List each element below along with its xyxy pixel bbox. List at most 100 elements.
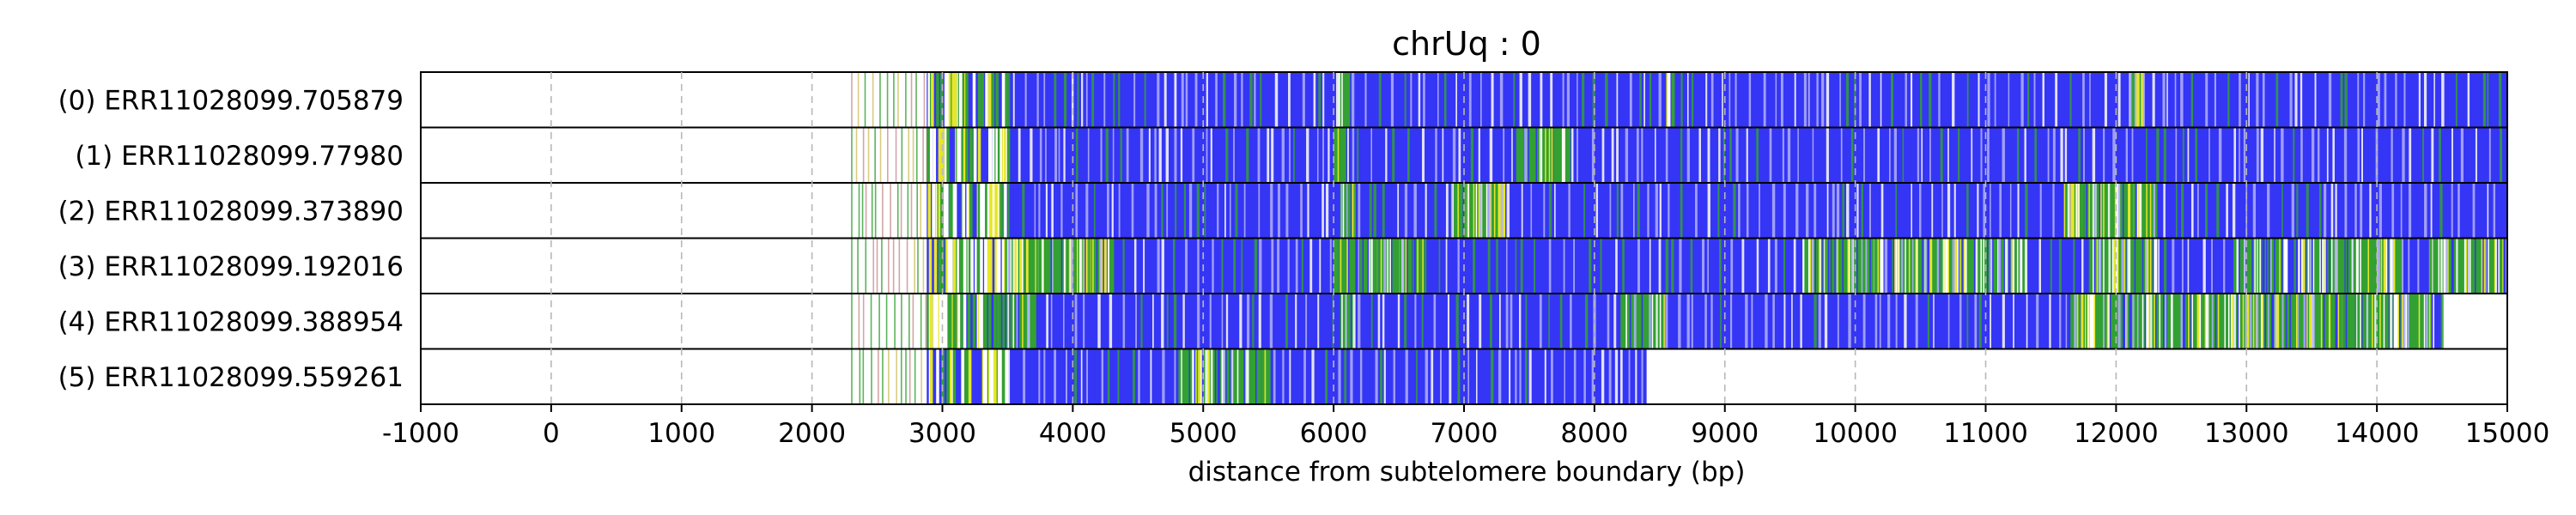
x-tick-label: 9000: [1691, 418, 1759, 449]
read-row-4: (4) ERR11028099.388954: [58, 293, 2508, 350]
body-stripe: [1615, 238, 1618, 294]
body-stripe: [2377, 72, 2380, 128]
body-stripe: [1911, 183, 1912, 239]
body-stripe: [1686, 72, 1689, 128]
body-stripe: [1316, 127, 1319, 183]
transition-stripe: [938, 238, 942, 294]
body-stripe: [1118, 72, 1121, 128]
body-stripe: [1377, 294, 1381, 349]
body-stripe: [1080, 348, 1083, 404]
body-stripe: [1206, 72, 1208, 128]
leading-stripe: [871, 348, 872, 404]
body-stripe: [2458, 183, 2460, 239]
body-stripe: [2090, 294, 2093, 349]
body-stripe: [2218, 127, 2222, 183]
body-stripe: [1246, 127, 1249, 183]
body-stripe: [1735, 72, 1737, 128]
body-stripe: [2401, 238, 2404, 294]
leading-stripe: [908, 127, 910, 183]
body-stripe: [2403, 72, 2406, 128]
transition-stripe: [927, 127, 930, 183]
body-stripe: [1498, 294, 1501, 349]
transition-stripe: [962, 348, 966, 404]
body-stripe: [1573, 348, 1577, 404]
leading-stripe: [858, 294, 860, 349]
leading-stripe: [865, 238, 867, 294]
body-stripe: [2407, 294, 2409, 349]
body-stripe: [1007, 72, 1011, 128]
body-stripe: [1500, 183, 1504, 239]
body-stripe: [1614, 348, 1619, 404]
transition-stripe: [963, 294, 967, 349]
leading-stripe: [923, 72, 926, 128]
body-stripe: [1340, 183, 1343, 239]
body-stripe: [1539, 294, 1542, 349]
leading-stripe: [914, 348, 916, 404]
body-stripe: [1120, 127, 1122, 183]
body-stripe: [1978, 294, 1982, 349]
body-stripe: [1150, 348, 1152, 404]
body-stripe: [2395, 72, 2397, 128]
body-stripe: [1385, 127, 1388, 183]
body-stripe: [1746, 183, 1749, 239]
transition-stripe: [948, 294, 952, 349]
body-stripe: [1746, 127, 1748, 183]
body-stripe: [1233, 127, 1235, 183]
body-stripe: [1260, 72, 1262, 128]
body-stripe: [1083, 294, 1085, 349]
transition-stripe: [933, 183, 937, 239]
body-stripe: [1051, 183, 1054, 239]
chart-title: chrUq : 0: [1392, 25, 1541, 63]
leading-stripe: [900, 348, 902, 404]
body-stripe: [1270, 183, 1273, 239]
body-stripe: [1958, 127, 1960, 183]
body-stripe: [2318, 183, 2322, 239]
body-stripe: [1024, 72, 1027, 128]
body-stripe: [1206, 127, 1208, 183]
body-stripe: [2298, 238, 2300, 294]
body-stripe: [1300, 183, 1303, 239]
green-region-stripe: [1267, 348, 1271, 404]
body-stripe: [1821, 72, 1825, 128]
body-stripe: [2182, 127, 2184, 183]
body-stripe: [1836, 238, 1838, 294]
body-stripe: [2281, 127, 2284, 183]
transition-stripe: [933, 238, 938, 294]
body-stripe: [1470, 127, 1474, 183]
body-stripe: [1707, 183, 1710, 239]
body-stripe: [1277, 238, 1280, 294]
body-stripe: [1686, 294, 1690, 349]
body-stripe: [2351, 238, 2354, 294]
body-stripe: [1254, 72, 1256, 128]
body-stripe: [2163, 238, 2167, 294]
transition-stripe: [945, 183, 949, 239]
body-stripe: [1285, 294, 1288, 349]
body-stripe: [2475, 127, 2477, 183]
body-stripe: [1345, 294, 1347, 349]
body-stripe: [1559, 294, 1563, 349]
body-stripe: [2256, 294, 2259, 349]
body-stripe: [2417, 238, 2420, 294]
body-stripe: [2375, 127, 2379, 183]
body-stripe: [2129, 72, 2132, 128]
body-stripe: [1085, 72, 1088, 128]
body-stripe: [1392, 127, 1395, 183]
transition-stripe: [982, 348, 987, 404]
leading-stripe: [872, 72, 874, 128]
leading-stripe: [862, 348, 865, 404]
body-stripe: [1103, 72, 1106, 128]
body-stripe: [1269, 294, 1273, 349]
leading-stripe: [876, 238, 878, 294]
x-tick-label: 6000: [1300, 418, 1368, 449]
body-stripe: [1563, 127, 1565, 183]
body-stripe: [1695, 183, 1698, 239]
body-stripe: [1745, 294, 1748, 349]
body-stripe: [1717, 183, 1720, 239]
body-stripe: [1074, 294, 1078, 349]
body-stripe: [2010, 238, 2013, 294]
leading-stripe: [857, 238, 859, 294]
body-stripe: [1181, 72, 1184, 128]
body-stripe: [2204, 183, 2208, 239]
transition-stripe: [985, 72, 988, 128]
body-stripe: [1404, 294, 1407, 349]
